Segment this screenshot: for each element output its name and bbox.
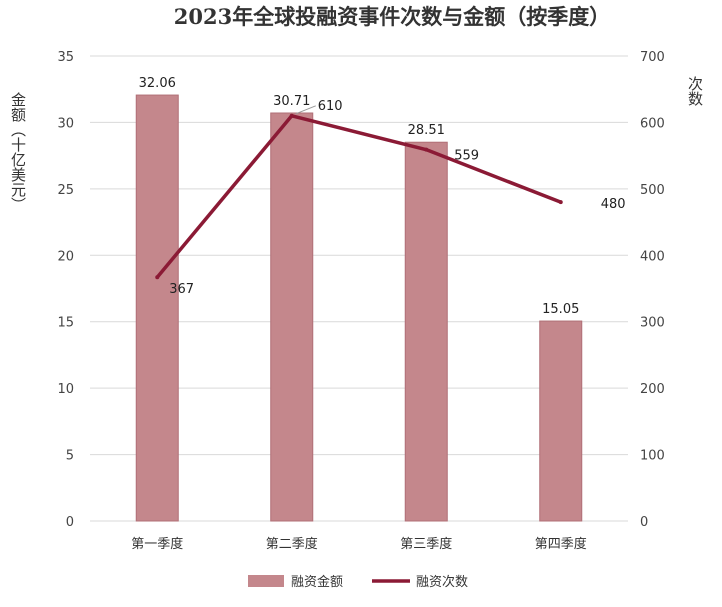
bar-data-label: 32.06	[139, 76, 176, 91]
line-point	[424, 147, 429, 152]
left-tick-label: 15	[57, 316, 74, 331]
legend-label-bar: 融资金额	[291, 574, 343, 590]
category-label: 第一季度	[131, 536, 183, 552]
right-axis-ticks: 0 100 200 300 400 500 600 700	[640, 50, 665, 530]
line-data-label: 480	[601, 197, 626, 212]
line-point	[289, 113, 294, 118]
left-tick-label: 35	[57, 50, 74, 65]
line-series-path	[155, 114, 562, 279]
category-axis: 第一季度 第二季度 第三季度 第四季度	[131, 536, 587, 552]
right-tick-label: 500	[640, 183, 665, 198]
category-label: 第二季度	[266, 536, 318, 552]
bar	[539, 320, 583, 522]
line-data-label: 367	[169, 282, 194, 297]
label-leader-line	[295, 105, 316, 115]
left-tick-label: 25	[57, 183, 74, 198]
line-point	[155, 275, 160, 280]
left-tick-label: 20	[57, 249, 74, 264]
category-label: 第三季度	[400, 536, 452, 552]
line-series: 367 610 559 480	[155, 99, 626, 297]
bar-data-label: 28.51	[408, 123, 445, 138]
legend-label-line: 融资次数	[416, 574, 468, 590]
right-tick-label: 0	[640, 515, 648, 530]
left-tick-label: 10	[57, 382, 74, 397]
line-data-label: 610	[318, 99, 343, 114]
bar-data-label: 30.71	[273, 94, 310, 109]
category-label: 第四季度	[535, 536, 587, 552]
left-axis-title: 金额（十亿美元）	[9, 92, 27, 212]
right-tick-label: 100	[640, 449, 665, 464]
chart-title: 2023年全球投融资事件次数与金额（按季度）	[174, 4, 610, 29]
right-axis-title: 次数	[686, 76, 704, 106]
bar	[270, 112, 314, 522]
right-tick-label: 300	[640, 316, 665, 331]
right-tick-label: 400	[640, 249, 665, 264]
gridlines	[90, 55, 628, 522]
right-tick-label: 200	[640, 382, 665, 397]
left-tick-label: 0	[66, 515, 74, 530]
legend-swatch-bar	[248, 575, 284, 587]
left-tick-label: 30	[57, 116, 74, 131]
bar	[135, 94, 179, 522]
right-tick-label: 600	[640, 116, 665, 131]
bar-data-label: 15.05	[542, 302, 579, 317]
left-tick-label: 5	[66, 449, 74, 464]
right-tick-label: 700	[640, 50, 665, 65]
line-point	[558, 200, 563, 205]
line-data-label: 559	[454, 149, 479, 164]
legend: 融资金额 融资次数	[248, 574, 468, 590]
bar	[404, 141, 448, 522]
left-axis-ticks: 0 5 10 15 20 25 30 35	[57, 50, 74, 530]
bar-series: 32.06 30.71 28.51 15.05	[135, 76, 583, 522]
